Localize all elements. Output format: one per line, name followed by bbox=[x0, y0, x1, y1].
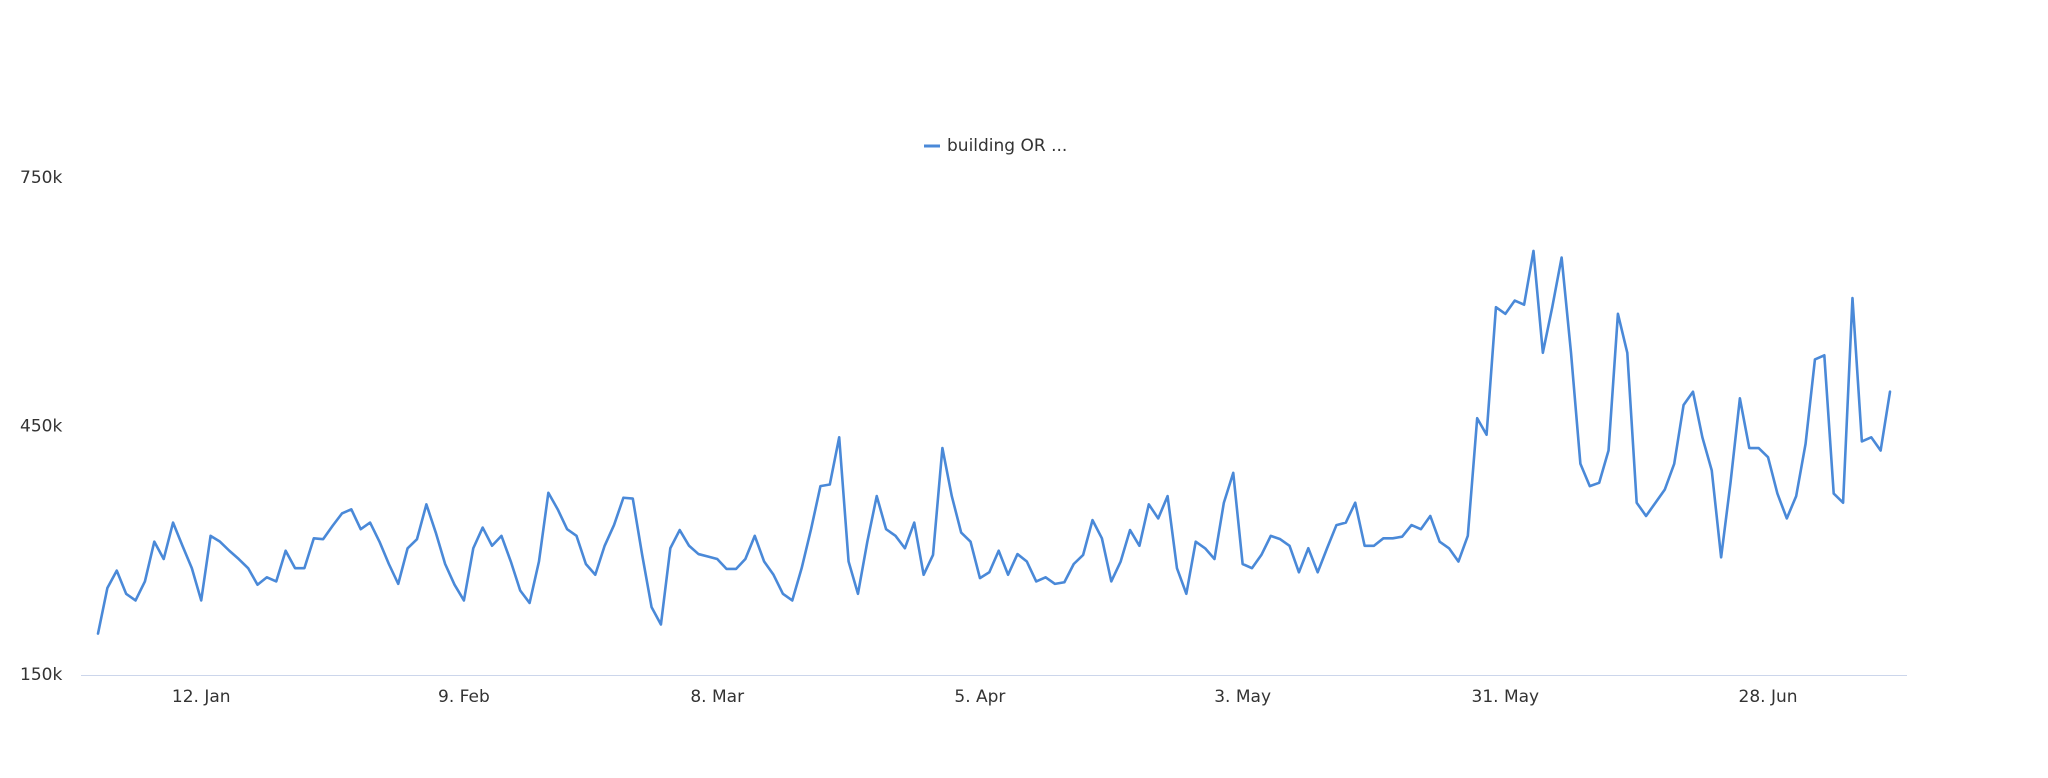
legend-label: building OR ... bbox=[947, 136, 1067, 156]
y-tick-label: 150k bbox=[20, 665, 62, 685]
data-line bbox=[96, 249, 1892, 635]
legend-item[interactable]: building OR ... bbox=[924, 136, 1067, 156]
x-tick-label: 31. May bbox=[1472, 687, 1540, 707]
legend: building OR ... bbox=[924, 136, 1067, 156]
x-tick-label: 8. Mar bbox=[690, 687, 744, 707]
x-tick-label: 5. Apr bbox=[954, 687, 1005, 707]
x-tick-label: 28. Jun bbox=[1739, 687, 1798, 707]
x-tick-label: 12. Jan bbox=[172, 687, 231, 707]
x-tick-label: 3. May bbox=[1214, 687, 1271, 707]
y-tick-label: 750k bbox=[20, 168, 62, 188]
x-tick-label: 9. Feb bbox=[438, 687, 490, 707]
y-tick-label: 450k bbox=[20, 417, 62, 437]
